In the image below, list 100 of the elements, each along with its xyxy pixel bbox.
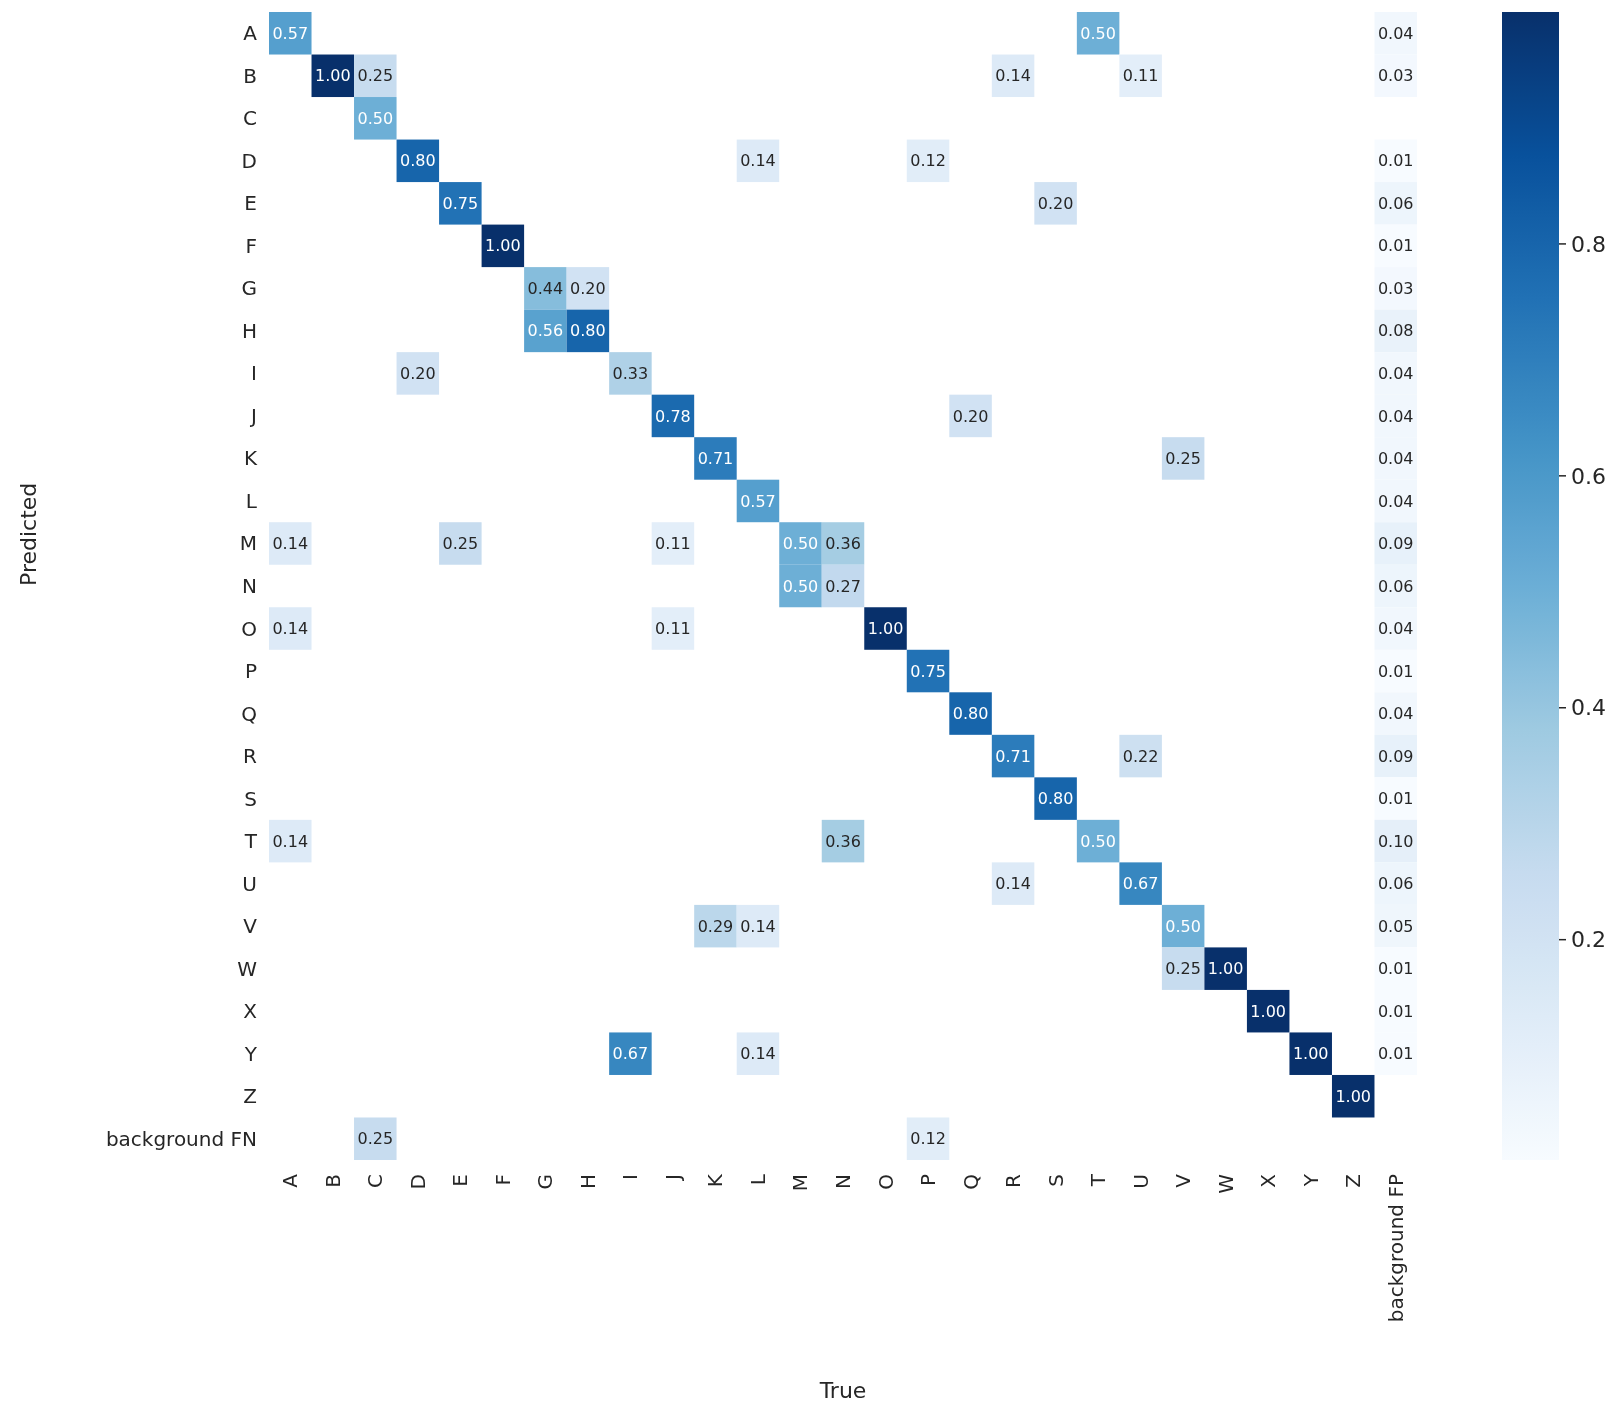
data-label: 0.06: [1377, 576, 1414, 596]
x-tick-label: I: [618, 1174, 643, 1180]
x-tick-label: background FP: [1383, 1174, 1408, 1323]
data-label: 0.50: [782, 576, 819, 596]
data-label: 0.57: [272, 23, 309, 43]
data-label: 0.25: [442, 534, 479, 554]
y-tick-label: D: [241, 148, 257, 173]
y-tick-label: Y: [243, 1041, 258, 1066]
x-tick-label: Q: [958, 1174, 983, 1190]
data-label: 0.80: [570, 321, 606, 341]
x-tick-label: U: [1128, 1174, 1153, 1189]
x-tick-label: V: [1171, 1173, 1196, 1188]
data-label: 0.57: [740, 491, 776, 511]
data-label: 0.25: [357, 66, 394, 86]
data-label: 0.04: [1377, 619, 1414, 639]
data-label: 0.04: [1377, 23, 1414, 43]
data-label: 0.80: [400, 151, 436, 171]
data-label: 0.25: [1165, 959, 1201, 979]
data-label: 0.56: [527, 321, 564, 341]
data-label: 1.00: [1250, 1001, 1286, 1021]
y-tick-label: R: [243, 744, 258, 769]
data-label: 0.01: [1377, 661, 1414, 681]
y-tick-label: H: [241, 318, 257, 343]
y-tick-label: E: [244, 191, 257, 216]
data-label: 0.11: [655, 534, 691, 554]
x-tick-label: T: [1086, 1173, 1111, 1188]
data-label: 0.71: [995, 746, 1031, 766]
data-label: 0.50: [1080, 23, 1116, 43]
color-bar-label: 0.8: [1571, 231, 1606, 257]
x-tick-label: A: [278, 1173, 303, 1188]
data-label: 0.01: [1377, 789, 1414, 809]
data-label: 0.20: [400, 364, 436, 384]
data-label: 0.04: [1377, 491, 1414, 511]
data-label: 0.50: [357, 108, 394, 128]
data-label: 0.78: [655, 406, 691, 426]
y-tick-label: C: [243, 106, 257, 131]
data-label: 0.25: [1165, 449, 1201, 469]
y-tick-label: F: [245, 233, 257, 258]
data-label: 0.01: [1377, 151, 1414, 171]
data-label: 0.27: [825, 576, 861, 596]
y-tick-label: T: [243, 829, 258, 854]
data-label: 0.03: [1377, 66, 1414, 86]
data-label: 0.36: [825, 831, 861, 851]
y-tick-label: I: [251, 361, 257, 386]
y-tick-label: G: [241, 276, 257, 301]
y-tick-label: M: [239, 531, 257, 556]
data-label: 0.80: [952, 704, 989, 724]
data-label: 0.75: [910, 661, 946, 681]
x-tick-label: X: [1256, 1173, 1281, 1188]
y-tick-label: N: [242, 574, 257, 598]
x-tick-label: M: [788, 1174, 813, 1192]
data-label: 0.01: [1377, 959, 1414, 979]
x-tick-label: K: [703, 1173, 728, 1188]
data-label: 0.25: [357, 1129, 394, 1149]
data-label: 1.00: [867, 619, 904, 639]
x-tick-label: O: [873, 1174, 898, 1190]
data-label: 0.33: [612, 364, 649, 384]
x-tick-label: G: [533, 1174, 558, 1190]
data-label: 0.01: [1377, 236, 1414, 256]
y-tick-label: B: [243, 63, 257, 88]
data-label: 0.04: [1377, 406, 1414, 426]
y-tick-label: J: [249, 403, 257, 428]
x-tick-label: Y: [1298, 1173, 1323, 1188]
x-tick-label: H: [575, 1174, 600, 1190]
x-tick-label: B: [320, 1174, 345, 1188]
y-tick-label: L: [245, 488, 258, 513]
data-label: 0.06: [1377, 193, 1414, 213]
data-label: 0.11: [1122, 66, 1159, 86]
y-tick-label: background FN: [105, 1126, 257, 1151]
x-tick-label: C: [363, 1174, 388, 1188]
x-tick-label: L: [745, 1173, 770, 1186]
x-tick-label: W: [1213, 1173, 1238, 1194]
data-label: 0.14: [995, 66, 1031, 86]
data-label: 0.20: [570, 278, 606, 298]
data-label: 0.20: [1037, 193, 1074, 213]
data-label: 0.12: [910, 151, 946, 171]
data-label: 0.71: [697, 449, 734, 469]
color-bar-label: 0.6: [1571, 463, 1606, 489]
x-tick-label: D: [405, 1174, 430, 1190]
y-tick-label: A: [243, 21, 258, 46]
x-tick-label: S: [1043, 1174, 1068, 1187]
y-tick-label: Q: [241, 701, 257, 726]
data-label: 0.05: [1377, 916, 1414, 936]
y-tick-label: U: [242, 871, 257, 896]
data-label: 0.12: [910, 1129, 946, 1149]
x-tick-label: R: [1001, 1173, 1026, 1188]
data-label: 0.50: [1080, 831, 1116, 851]
x-tick-label: F: [490, 1174, 515, 1186]
y-tick-label: W: [237, 956, 258, 981]
data-label: 0.10: [1377, 831, 1414, 851]
data-label: 0.04: [1377, 449, 1414, 469]
data-label: 1.00: [1207, 959, 1244, 979]
y-tick-label: O: [241, 616, 257, 641]
data-label: 0.11: [655, 619, 691, 639]
data-label: 0.09: [1377, 746, 1414, 766]
data-label: 0.09: [1377, 534, 1414, 554]
data-label: 0.75: [442, 193, 479, 213]
x-tick-label: N: [831, 1174, 855, 1189]
data-label: 0.50: [1165, 916, 1201, 936]
y-axis-title: Predicted: [15, 482, 41, 586]
